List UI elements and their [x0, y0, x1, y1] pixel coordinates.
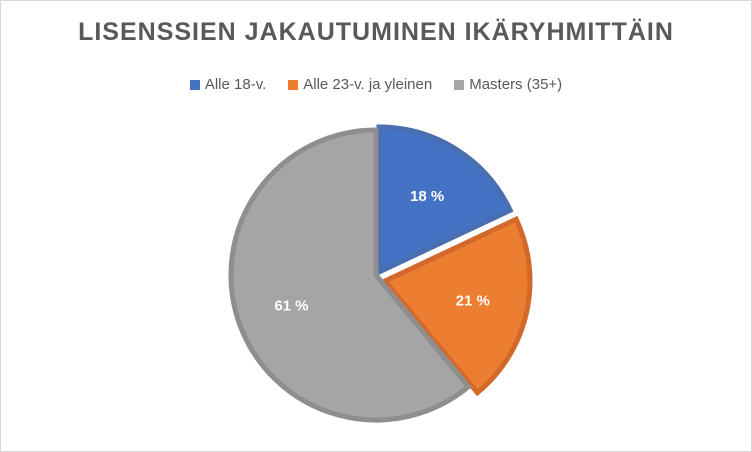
chart-title: LISENSSIEN JAKAUTUMINEN IKÄRYHMITTÄIN [78, 18, 674, 46]
legend-item-3[interactable]: Masters (35+) [454, 76, 562, 93]
legend-swatch-3 [454, 79, 465, 90]
data-label-1: 18 % [410, 188, 444, 205]
legend-label-3: Masters (35+) [469, 76, 563, 93]
legend-swatch-1 [189, 79, 200, 90]
legend-item-2[interactable]: Alle 23-v. ja yleinen [288, 76, 432, 93]
pie-slice-1[interactable] [376, 124, 514, 276]
legend-swatch-2 [288, 79, 299, 90]
pie-slice-2[interactable] [381, 215, 533, 397]
legend-label-2: Alle 23-v. ja yleinen [303, 76, 433, 93]
legend: Alle 18-v. Alle 23-v. ja yleinen Masters… [0, 76, 752, 93]
pie-slice-3[interactable] [228, 127, 472, 423]
legend-item-1[interactable]: Alle 18-v. [189, 76, 267, 93]
legend-label-1: Alle 18-v. [204, 76, 267, 93]
data-label-2: 21 % [456, 293, 490, 310]
data-label-3: 61 % [274, 297, 308, 314]
